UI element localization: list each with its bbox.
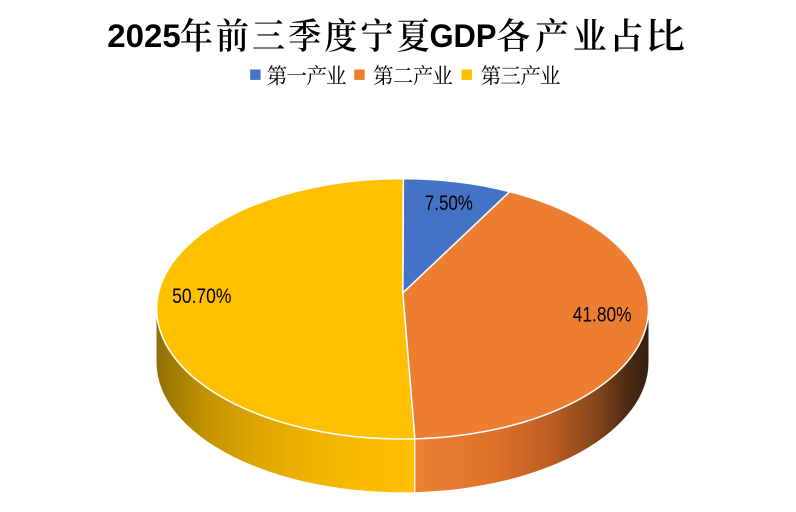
- svg-text:2025: 2025: [107, 17, 181, 54]
- svg-text:GDP: GDP: [430, 17, 497, 54]
- svg-text:41.80%: 41.80%: [573, 302, 632, 327]
- svg-text:50.70%: 50.70%: [172, 283, 231, 308]
- svg-text:7.50%: 7.50%: [425, 190, 473, 215]
